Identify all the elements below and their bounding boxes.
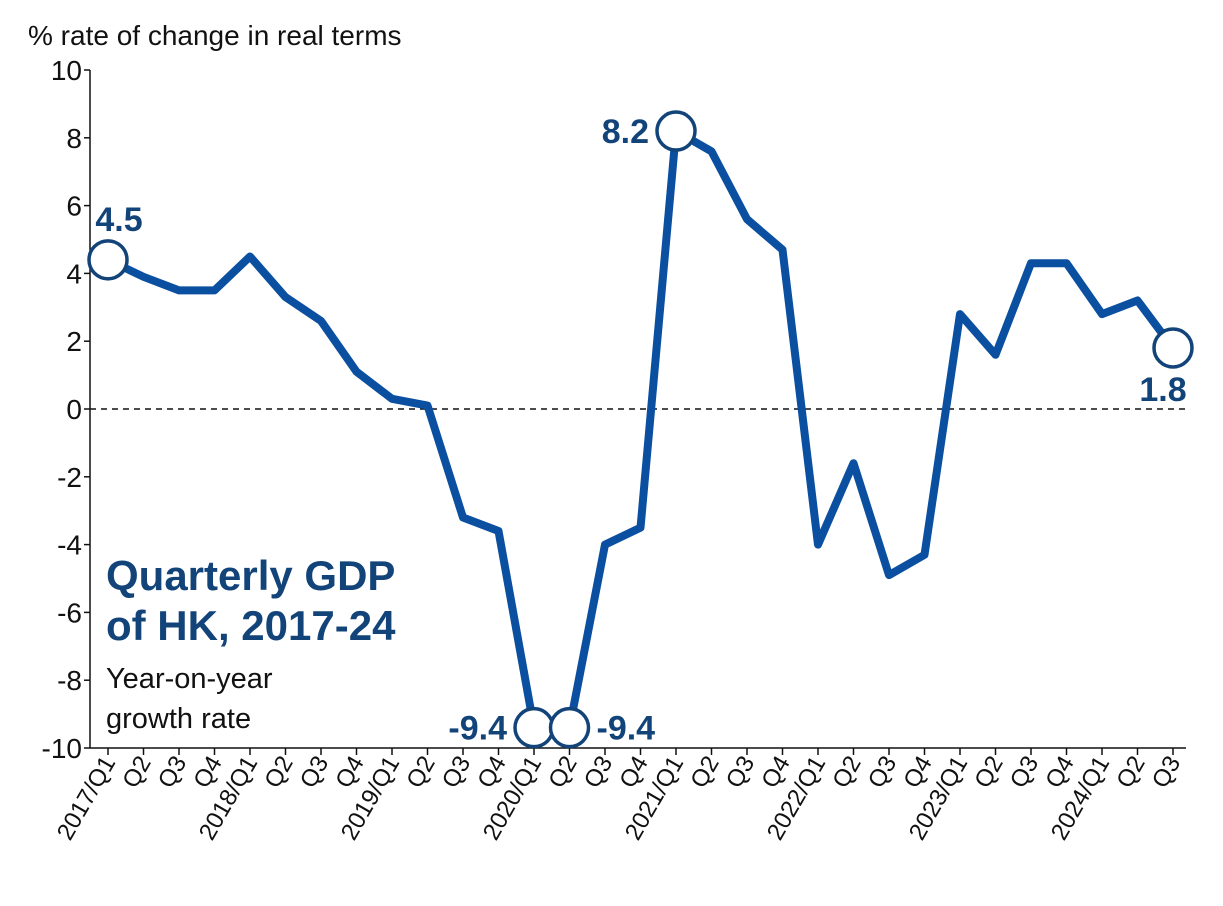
x-tick-label: 2017/Q1 bbox=[52, 752, 121, 845]
y-tick-label: 4 bbox=[66, 258, 82, 289]
x-tick-label: Q3 bbox=[579, 752, 618, 793]
callout-marker bbox=[548, 706, 591, 749]
x-tick-label: Q2 bbox=[685, 752, 724, 793]
x-axis: 2017/Q1Q2Q3Q42018/Q1Q2Q3Q42019/Q1Q2Q3Q42… bbox=[52, 747, 1186, 845]
y-tick-label: 6 bbox=[66, 191, 82, 222]
gdp-growth-series-line bbox=[104, 127, 1177, 732]
y-tick-label: 2 bbox=[66, 326, 82, 357]
y-tick-label: -4 bbox=[57, 530, 82, 561]
chart-subtitle-line-1: Year-on-year bbox=[106, 663, 273, 695]
x-tick-label: Q3 bbox=[863, 752, 902, 793]
y-axis: 10 8 6 4 2 0 -2 -4 -6 -8 -10 bbox=[42, 55, 91, 764]
y-tick-label: -8 bbox=[57, 665, 82, 696]
chart-title-line-1: Quarterly GDP bbox=[106, 552, 395, 599]
chart-subtitle-line-2: growth rate bbox=[106, 703, 251, 735]
y-tick-label: -2 bbox=[57, 462, 82, 493]
y-axis-label: % rate of change in real terms bbox=[28, 20, 402, 51]
x-tick-label: Q2 bbox=[969, 752, 1008, 793]
callout-label: 1.8 bbox=[1139, 371, 1186, 409]
x-tick-label: Q3 bbox=[153, 752, 192, 793]
y-tick-label: -10 bbox=[42, 733, 82, 764]
x-tick-label: Q2 bbox=[401, 752, 440, 793]
callout-marker bbox=[513, 706, 555, 749]
callout-label: -9.4 bbox=[448, 710, 507, 748]
callout-marker bbox=[655, 110, 697, 152]
chart-title-line-2: of HK, 2017-24 bbox=[106, 602, 396, 649]
y-tick-label: 8 bbox=[66, 123, 82, 154]
x-tick-label: Q3 bbox=[437, 752, 476, 793]
chart-title-block: Quarterly GDP of HK, 2017-24 Year-on-yea… bbox=[106, 552, 396, 735]
callout-marker bbox=[1152, 327, 1194, 369]
x-tick-label: Q2 bbox=[117, 752, 156, 793]
x-tick-label: Q2 bbox=[827, 752, 866, 793]
x-tick-label: Q3 bbox=[295, 752, 334, 793]
callout-marker bbox=[87, 239, 129, 281]
y-tick-label: -6 bbox=[57, 597, 82, 628]
callout-label: -9.4 bbox=[597, 710, 656, 748]
callout-markers: 4.5 8.2 -9.4 -9.4 1.8 bbox=[87, 110, 1194, 749]
y-tick-label: 0 bbox=[66, 394, 82, 425]
x-tick-label: Q3 bbox=[1147, 752, 1186, 793]
callout-label: 4.5 bbox=[95, 201, 142, 239]
x-tick-label: Q3 bbox=[1005, 752, 1044, 793]
callout-label: 8.2 bbox=[602, 113, 649, 151]
y-tick-label: 10 bbox=[51, 55, 82, 86]
x-tick-label: Q2 bbox=[259, 752, 298, 793]
x-tick-label: Q3 bbox=[721, 752, 760, 793]
x-tick-label: Q2 bbox=[543, 752, 582, 793]
x-tick-label: Q2 bbox=[1111, 752, 1150, 793]
